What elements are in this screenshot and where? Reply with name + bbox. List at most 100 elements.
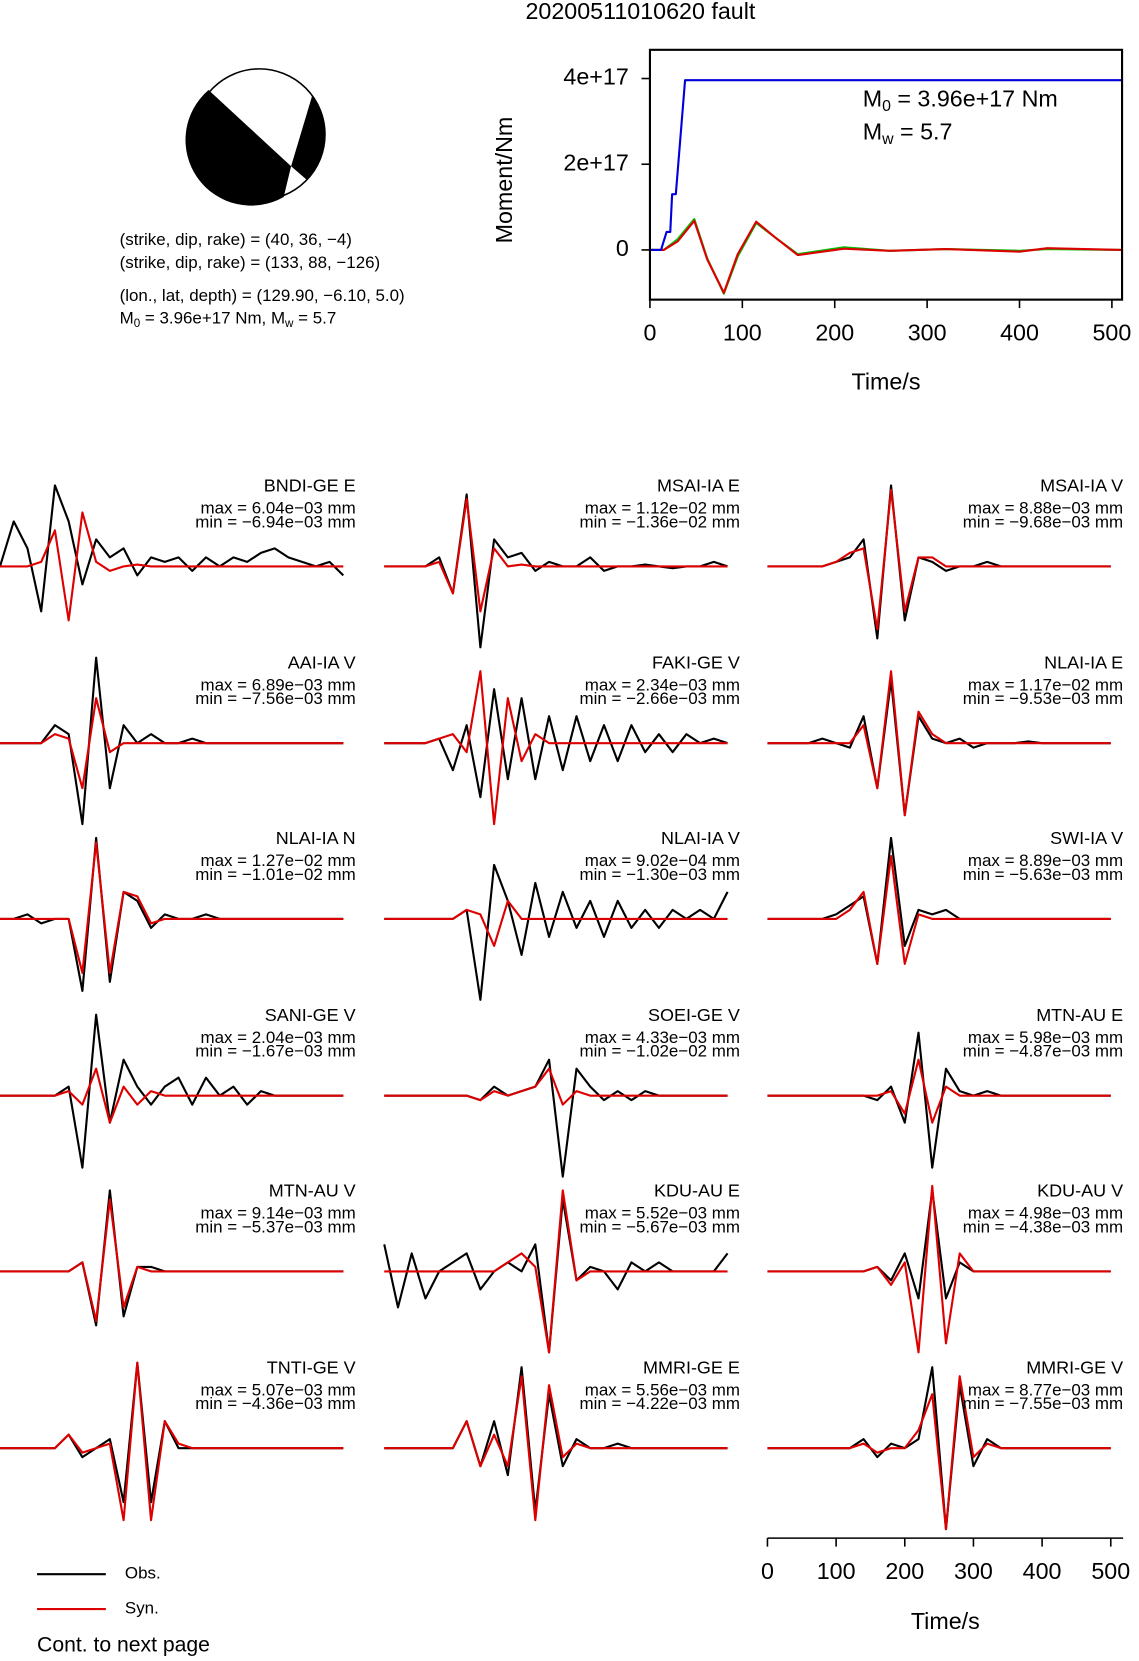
subscript: 0 <box>134 317 141 330</box>
station-label: FAKI-GE V <box>652 653 740 673</box>
max-label: max = 4.98e−03 mm <box>968 1204 1123 1223</box>
station-label: SANI-GE V <box>265 1005 356 1025</box>
min-label: min = −5.63e−03 mm <box>963 865 1123 884</box>
station-label: MMRI-GE V <box>1026 1358 1123 1378</box>
moment-line <box>649 219 1123 294</box>
subscript: 0 <box>882 98 891 115</box>
moment-line <box>649 79 1123 251</box>
max-label: max = 5.07e−03 mm <box>200 1380 355 1399</box>
min-label: min = −4.36e−03 mm <box>195 1394 355 1413</box>
min-label: min = −7.55e−03 mm <box>963 1394 1123 1413</box>
station-label: BNDI-GE E <box>264 476 356 496</box>
synthetic-trace <box>767 1184 1111 1354</box>
min-label: min = −1.30e−03 mm <box>580 865 740 884</box>
footer-note: Cont. to next page <box>37 1634 210 1657</box>
synthetic-trace <box>767 1375 1111 1531</box>
station-label: NLAI-IA N <box>276 828 356 848</box>
x-axis-label: Time/s <box>911 1608 980 1634</box>
synthetic-trace <box>767 670 1111 817</box>
min-label: min = −9.53e−03 mm <box>963 689 1123 708</box>
min-label: min = −1.36e−02 mm <box>580 512 740 531</box>
max-label: max = 5.52e−03 mm <box>585 1204 740 1223</box>
figure-title: 20200511010620 fault <box>525 0 755 24</box>
max-label: max = 1.27e−02 mm <box>200 851 355 870</box>
station-label: KDU-AU E <box>654 1181 740 1201</box>
plot-frame <box>648 48 1124 301</box>
max-label: max = 8.88e−03 mm <box>968 499 1123 518</box>
min-label: min = −1.67e−03 mm <box>195 1042 355 1061</box>
station-label: KDU-AU V <box>1037 1181 1123 1201</box>
min-label: min = −6.94e−03 mm <box>195 512 355 531</box>
subscript: w <box>881 131 894 148</box>
mechanism-text: (lon., lat, depth) = (129.90, −6.10, 5.0… <box>120 286 405 305</box>
x-tick-label: 100 <box>723 320 762 346</box>
mechanism-text: (strike, dip, rake) = (133, 88, −126) <box>120 253 381 272</box>
synthetic-trace <box>767 488 1111 631</box>
observed-trace <box>384 1058 728 1178</box>
min-label: min = −2.66e−03 mm <box>580 689 740 708</box>
beachball <box>185 68 326 206</box>
max-label: max = 8.89e−03 mm <box>968 851 1123 870</box>
synthetic-trace <box>767 854 1111 965</box>
max-label: max = 2.34e−03 mm <box>585 675 740 694</box>
station-label: MSAI-IA E <box>657 476 740 496</box>
x-tick-label: 400 <box>1000 320 1039 346</box>
synthetic-trace <box>0 841 344 974</box>
annotation-text: = 3.96e+17 Nm <box>891 86 1058 112</box>
station-label: SWI-IA V <box>1050 828 1123 848</box>
min-label: min = −7.56e−03 mm <box>195 689 355 708</box>
x-tick-label: 400 <box>1023 1558 1062 1584</box>
max-label: max = 5.56e−03 mm <box>585 1380 740 1399</box>
max-label: max = 9.14e−03 mm <box>200 1204 355 1223</box>
x-tick-label: 100 <box>817 1558 856 1584</box>
x-tick-label: 0 <box>643 320 656 346</box>
station-label: TNTI-GE V <box>267 1358 356 1378</box>
y-tick-label: 4e+17 <box>563 64 628 90</box>
max-label: max = 5.98e−03 mm <box>968 1028 1123 1047</box>
beachball-quadrant <box>291 95 326 181</box>
min-label: min = −5.67e−03 mm <box>580 1217 740 1236</box>
x-tick-label: 0 <box>761 1558 774 1584</box>
text-part: = 5.7 <box>293 309 336 328</box>
min-label: min = −1.02e−02 mm <box>580 1042 740 1061</box>
annotation-symbol: M <box>863 119 882 145</box>
station-label: NLAI-IA V <box>661 828 740 848</box>
synthetic-trace <box>384 1189 728 1354</box>
subscript: w <box>284 317 294 330</box>
synthetic-trace <box>384 1067 728 1106</box>
station-label: MTN-AU V <box>269 1181 356 1201</box>
x-tick-label: 300 <box>908 320 947 346</box>
min-label: min = −1.01e−02 mm <box>195 865 355 884</box>
synthetic-trace <box>0 697 344 790</box>
station-label: SOEI-GE V <box>648 1005 740 1025</box>
synthetic-trace <box>0 1361 344 1522</box>
text-part: M <box>120 309 134 328</box>
station-label: MMRI-GE E <box>643 1358 740 1378</box>
synthetic-trace <box>0 1198 344 1322</box>
synthetic-trace <box>384 1375 728 1522</box>
max-label: max = 9.02e−04 mm <box>585 851 740 870</box>
x-tick-label: 500 <box>1092 320 1131 346</box>
max-label: max = 1.17e−02 mm <box>968 675 1123 694</box>
synthetic-trace <box>767 1058 1111 1124</box>
synthetic-trace <box>384 899 728 947</box>
synthetic-trace <box>384 670 728 826</box>
y-axis-label: Moment/Nm <box>491 117 517 244</box>
station-label: NLAI-IA E <box>1044 653 1123 673</box>
max-label: max = 6.04e−03 mm <box>200 499 355 518</box>
x-tick-label: 200 <box>815 320 854 346</box>
synthetic-trace <box>0 1067 344 1124</box>
mechanism-text: M0 = 3.96e+17 Nm, Mw = 5.7 <box>120 309 337 330</box>
min-label: min = −4.87e−03 mm <box>963 1042 1123 1061</box>
y-tick-label: 0 <box>616 235 629 261</box>
legend-label: Syn. <box>125 1599 159 1618</box>
x-tick-label: 300 <box>954 1558 993 1584</box>
max-label: max = 2.04e−03 mm <box>200 1028 355 1047</box>
station-label: MTN-AU E <box>1036 1005 1123 1025</box>
min-label: min = −9.68e−03 mm <box>963 512 1123 531</box>
min-label: min = −4.38e−03 mm <box>963 1217 1123 1236</box>
annotation: M0 = 3.96e+17 Nm <box>863 86 1058 115</box>
min-label: min = −5.37e−03 mm <box>195 1217 355 1236</box>
x-tick-label: 200 <box>885 1558 924 1584</box>
